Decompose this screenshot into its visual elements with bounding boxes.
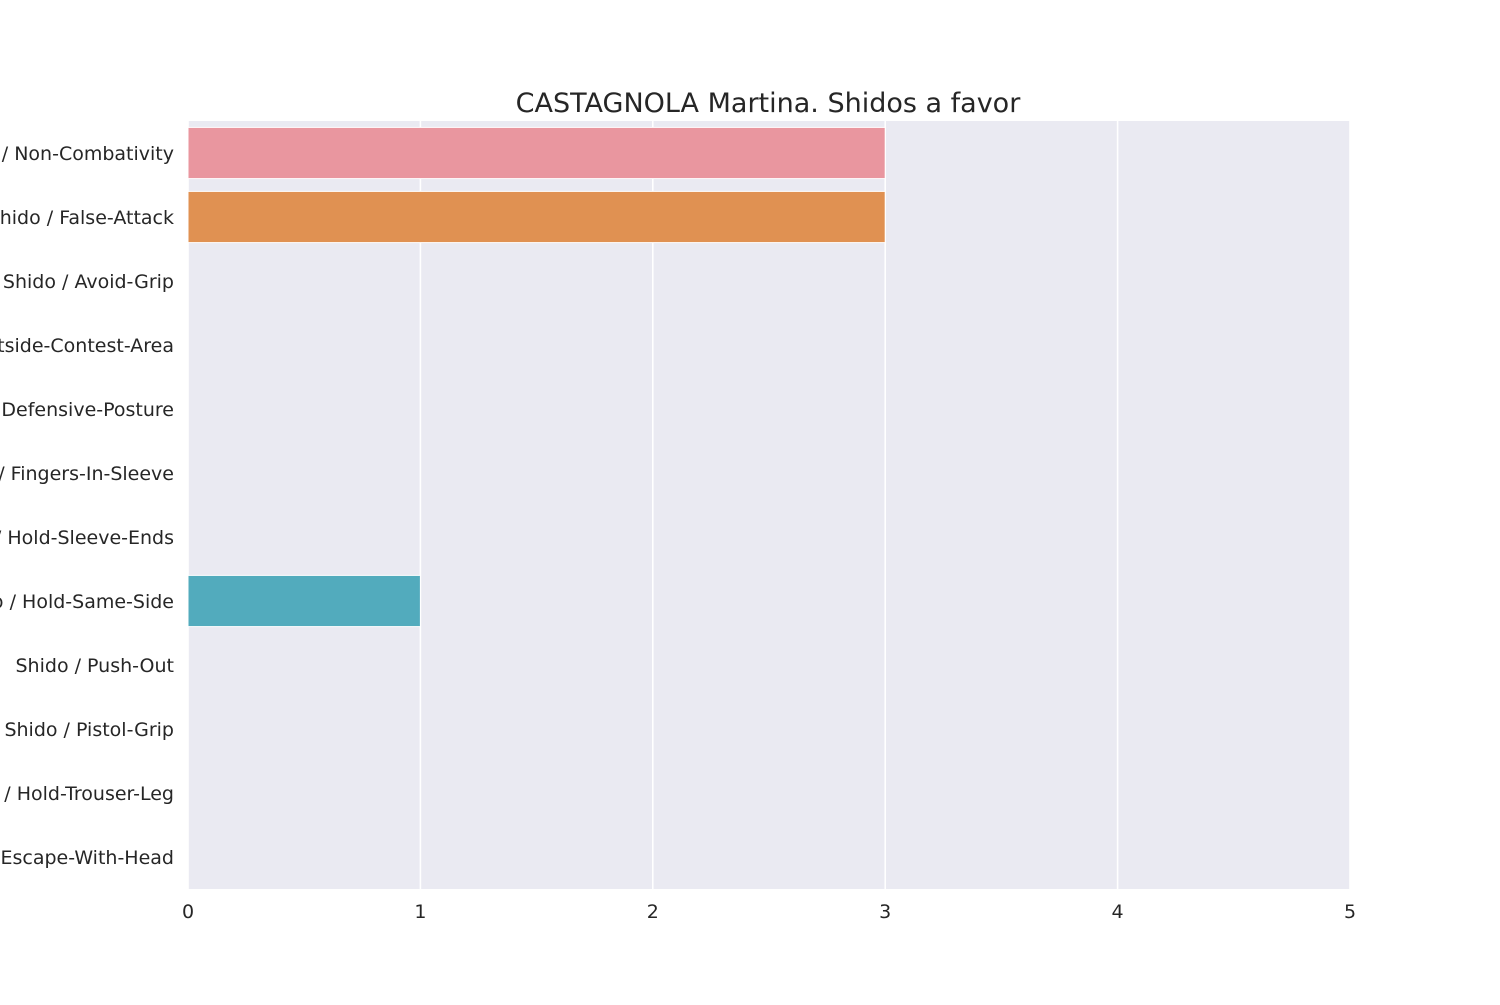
grid-lines [187, 121, 1351, 889]
y-tick-label: Shido / Defensive-Posture [0, 399, 174, 421]
y-tick-label: Shido / Outside-Contest-Area [0, 335, 174, 357]
x-tick-label: 5 [1344, 901, 1356, 923]
chart-title: CASTAGNOLA Martina. Shidos a favor [516, 88, 1022, 119]
bar [187, 126, 886, 180]
y-tick-label: Shido / Non-Combativity [0, 143, 174, 165]
y-tick-label: Shido / Hold-Trouser-Leg [0, 783, 174, 805]
y-tick-label: Shido / Hold-Sleeve-Ends [0, 527, 174, 549]
bars [187, 126, 886, 628]
plot-area [188, 121, 1350, 889]
y-tick-label: Shido / Fingers-In-Sleeve [0, 463, 174, 485]
y-tick-label: Shido / Avoid-Grip [3, 271, 174, 293]
x-tick-label: 0 [182, 901, 194, 923]
x-tick-label: 2 [647, 901, 659, 923]
x-tick-label: 1 [414, 901, 426, 923]
x-tick-labels: 0 1 2 3 4 5 [182, 901, 1356, 923]
y-tick-labels: Shido / Non-Combativity Shido / False-Att… [0, 143, 174, 869]
bar [187, 190, 886, 244]
bar [187, 574, 421, 628]
y-tick-label: Shido / Hold-Same-Side [0, 591, 174, 613]
y-tick-label: Shido / Push-Out [16, 655, 175, 677]
y-tick-label: Shido / Escape-With-Head [0, 847, 174, 869]
x-tick-label: 3 [879, 901, 891, 923]
x-tick-label: 4 [1112, 901, 1124, 923]
y-tick-label: Shido / False-Attack [0, 207, 174, 229]
y-tick-label: Shido / Pistol-Grip [4, 719, 174, 741]
